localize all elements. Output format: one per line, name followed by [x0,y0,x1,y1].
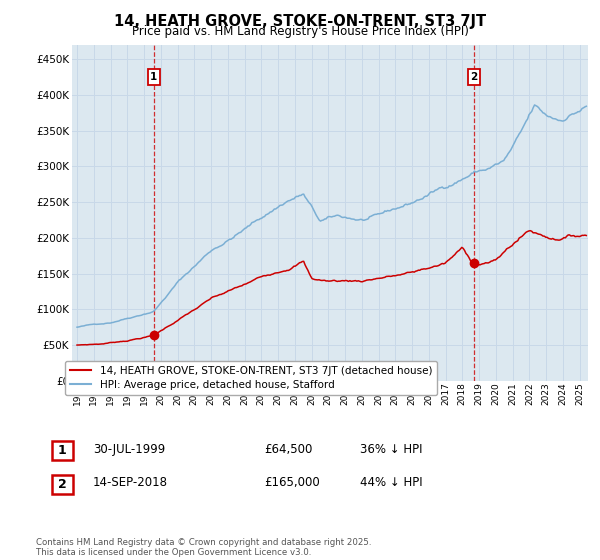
Text: Contains HM Land Registry data © Crown copyright and database right 2025.
This d: Contains HM Land Registry data © Crown c… [36,538,371,557]
Legend: 14, HEATH GROVE, STOKE-ON-TRENT, ST3 7JT (detached house), HPI: Average price, d: 14, HEATH GROVE, STOKE-ON-TRENT, ST3 7JT… [65,361,437,395]
Text: 1: 1 [150,72,157,82]
Text: £165,000: £165,000 [264,476,320,489]
Text: 36% ↓ HPI: 36% ↓ HPI [360,442,422,456]
Text: Price paid vs. HM Land Registry's House Price Index (HPI): Price paid vs. HM Land Registry's House … [131,25,469,38]
Text: 14, HEATH GROVE, STOKE-ON-TRENT, ST3 7JT: 14, HEATH GROVE, STOKE-ON-TRENT, ST3 7JT [114,14,486,29]
Text: 1: 1 [58,444,67,458]
Text: 2: 2 [58,478,67,491]
FancyBboxPatch shape [52,475,73,494]
FancyBboxPatch shape [52,441,73,460]
Text: £64,500: £64,500 [264,442,313,456]
Text: 14-SEP-2018: 14-SEP-2018 [93,476,168,489]
Text: 44% ↓ HPI: 44% ↓ HPI [360,476,422,489]
Text: 30-JUL-1999: 30-JUL-1999 [93,442,165,456]
Text: 2: 2 [470,72,478,82]
